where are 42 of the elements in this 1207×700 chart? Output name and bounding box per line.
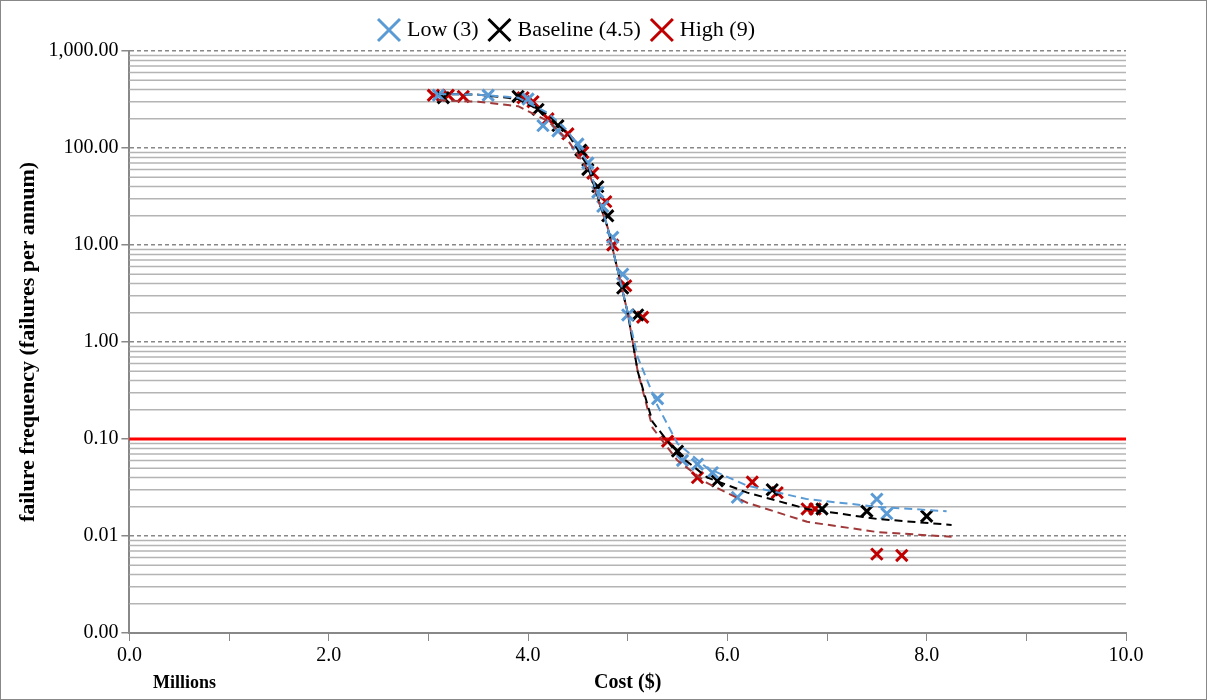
point [879, 506, 894, 521]
y-tick-label: 0.10 [83, 426, 119, 449]
point [869, 491, 885, 507]
x-tick-label: 10.0 [1108, 643, 1144, 666]
x-tick-label: 2.0 [316, 643, 342, 666]
point [859, 504, 875, 519]
y-tick-label: 10.00 [73, 232, 119, 255]
legend-label: High (9) [679, 15, 756, 41]
text: Millions [153, 671, 217, 692]
point [615, 267, 630, 282]
y-tick-label: 1,000.00 [48, 38, 119, 61]
point [690, 470, 705, 485]
y-tick-label: 1.00 [83, 329, 119, 352]
point [650, 391, 665, 406]
point [670, 443, 685, 459]
point [919, 509, 934, 524]
point [431, 88, 446, 103]
point [705, 465, 720, 480]
point [535, 118, 551, 133]
x-tick-label: 6.0 [714, 643, 740, 666]
point [690, 457, 705, 472]
point [814, 501, 830, 517]
point [520, 91, 536, 107]
y-tick-label: 0.01 [83, 523, 119, 546]
point [580, 155, 595, 171]
x-tick-label: 0.0 [116, 643, 142, 666]
point [869, 546, 885, 562]
y-tick-label: 0.00 [83, 620, 119, 643]
legend-label: Low (3) [406, 15, 479, 41]
point [605, 230, 620, 245]
point [481, 88, 496, 103]
legend-label: Baseline (4.5) [517, 15, 641, 41]
point [570, 136, 586, 152]
point [710, 473, 725, 489]
y-axis-title: failure frequency (failures per annum) [13, 161, 39, 523]
x-tick-label: 4.0 [515, 643, 541, 666]
x-tick-label: 8.0 [914, 643, 940, 666]
x-axis-title: Cost ($) [594, 670, 662, 694]
point [745, 474, 760, 490]
point [894, 548, 909, 563]
y-tick-label: 100.00 [63, 135, 119, 158]
point [595, 199, 610, 214]
